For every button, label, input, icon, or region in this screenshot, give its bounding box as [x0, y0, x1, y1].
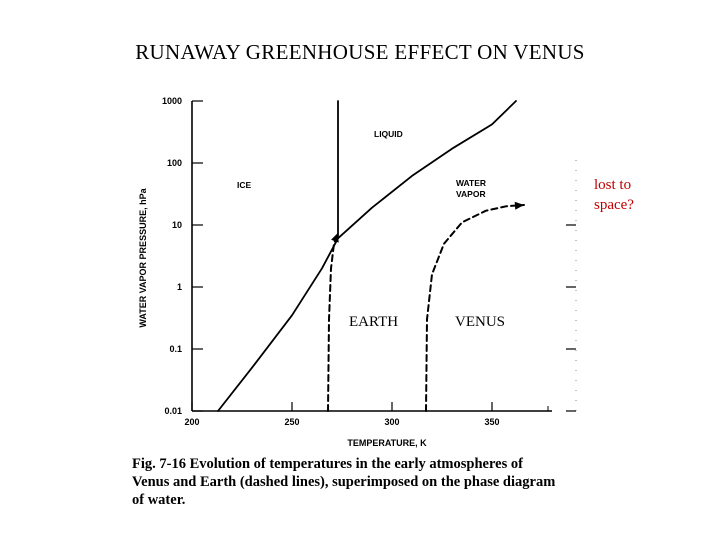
y-tick-label: 1	[177, 282, 182, 292]
x-tick-label: 300	[384, 417, 399, 427]
saturation-curve	[217, 100, 517, 412]
y-tick-label: 100	[167, 158, 182, 168]
venus-label: VENUS	[455, 314, 505, 330]
plot-frame	[191, 101, 577, 412]
region-label-ice: ICE	[237, 180, 252, 190]
y-axis-title: WATER VAPOR PRESSURE, hPa	[138, 187, 148, 327]
y-tick-label: 0.01	[164, 406, 182, 416]
venus-dashed-path	[425, 204, 525, 412]
lost-to-space-label: lost to space?	[594, 177, 634, 213]
earth-dashed-path	[327, 231, 339, 412]
x-tick-label: 250	[284, 417, 299, 427]
series-layer	[217, 100, 525, 412]
venus-dashed-path-arrowhead	[514, 201, 524, 210]
y-tick-label: 0.1	[169, 344, 182, 354]
y-tick-label: 1000	[162, 96, 182, 106]
arrow-layer	[331, 201, 524, 243]
figure-caption: Fig. 7-16 Evolution of temperatures in t…	[132, 456, 556, 508]
y-tick-label: 10	[172, 220, 182, 230]
x-axis-title: TEMPERATURE, K	[347, 438, 427, 448]
x-tick-label: 200	[184, 417, 199, 427]
earth-dashed-path-arrowhead	[331, 232, 339, 243]
y-ticks: 0.01 0.1 1 10 100 1000	[162, 96, 576, 416]
earth-label: EARTH	[349, 314, 398, 330]
region-label-water-vapor: WATER VAPOR	[456, 178, 486, 199]
x-tick-label: 350	[484, 417, 499, 427]
slide-title: RUNAWAY GREENHOUSE EFFECT ON VENUS	[135, 40, 585, 64]
x-ticks: 200 250 300 350	[184, 402, 549, 427]
region-label-liquid: LIQUID	[374, 129, 403, 139]
